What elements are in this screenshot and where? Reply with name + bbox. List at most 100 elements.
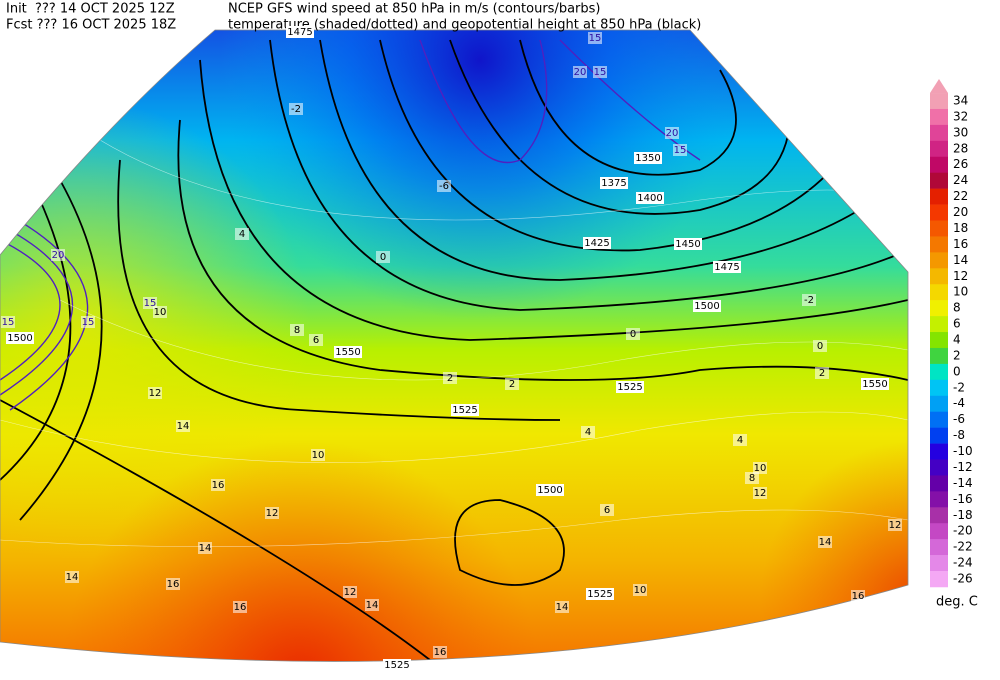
colorbar-box [930, 459, 948, 476]
label-bg [153, 306, 167, 318]
colorbar-label: -6 [953, 412, 965, 426]
colorbar-box [930, 395, 948, 412]
label-bg [815, 367, 829, 379]
label-bg [733, 434, 747, 446]
label-bg [616, 381, 644, 393]
label-bg [673, 144, 687, 156]
wind-label: 20 [666, 128, 679, 139]
label-bg [600, 504, 614, 516]
wind-label: 15 [2, 317, 15, 328]
colorbar-label: 10 [953, 285, 968, 299]
height-label: 1375 [601, 178, 626, 189]
colorbar: 3432302826242220181614121086420-2-4-6-8-… [930, 79, 973, 588]
colorbar-label: 22 [953, 189, 968, 203]
wind-label: 15 [82, 317, 95, 328]
label-bg [713, 261, 741, 273]
temperature-label: 12 [344, 587, 357, 598]
map-border [0, 29, 909, 662]
title-line: temperature (shaded/dotted) and geopoten… [228, 18, 701, 33]
colorbar-box [930, 284, 948, 301]
temperature-label: 6 [604, 505, 610, 516]
label-bg [813, 340, 827, 352]
label-bg [505, 378, 519, 390]
label-bg [311, 449, 325, 461]
colorbar-box [930, 268, 948, 285]
label-bg [289, 103, 303, 115]
label-bg [81, 316, 95, 328]
colorbar-arrow [930, 79, 948, 94]
label-bg [376, 251, 390, 263]
colorbar-label: 4 [953, 333, 961, 347]
height-label: 1425 [584, 238, 609, 249]
colorbar-label: -2 [953, 380, 965, 394]
temperature-label: 2 [819, 368, 825, 379]
height-label: 1525 [587, 589, 612, 600]
colorbar-box [930, 204, 948, 221]
height-label: 1350 [635, 153, 660, 164]
colorbar-label: 24 [953, 173, 968, 187]
temperature-label: 14 [66, 572, 79, 583]
label-bg [365, 599, 379, 611]
colorbar-box [930, 124, 948, 142]
height-label: 1400 [637, 193, 662, 204]
colorbar-label: 14 [953, 253, 968, 267]
temperature-label: 16 [212, 480, 225, 491]
colorbar-box [930, 539, 948, 556]
colorbar-box [930, 316, 948, 333]
colorbar-box [930, 379, 948, 397]
temperature-label: -2 [291, 104, 301, 115]
wind-label: 15 [674, 145, 687, 156]
temperature-label: 10 [634, 585, 647, 596]
label-bg [265, 507, 279, 519]
colorbar-box [930, 172, 948, 189]
height-label: 1500 [7, 333, 32, 344]
wind-label: 15 [144, 298, 157, 309]
colorbar-box [930, 443, 948, 460]
label-bg [309, 334, 323, 346]
temperature-label: 10 [312, 450, 325, 461]
colorbar-label: 18 [953, 221, 968, 235]
title-line: NCEP GFS wind speed at 850 hPa in m/s (c… [228, 2, 601, 17]
colorbar-box [930, 108, 948, 126]
temperature-label: 12 [889, 520, 902, 531]
colorbar-label: -24 [953, 556, 973, 570]
temperature-label: 0 [630, 329, 636, 340]
temperature-label: 2 [447, 373, 453, 384]
temperature-label: 6 [313, 335, 319, 346]
label-bg [65, 571, 79, 583]
label-bg [233, 601, 247, 613]
temperature-label: 4 [239, 229, 245, 240]
colorbar-label: 34 [953, 94, 968, 108]
colorbar-label: -4 [953, 396, 965, 410]
temperature-label: 16 [852, 591, 865, 602]
label-bg [636, 192, 664, 204]
temperature-label: 14 [199, 543, 212, 554]
temperature-label: 2 [509, 379, 515, 390]
colorbar-box [930, 555, 948, 572]
colorbar-unit: deg. C [936, 595, 978, 610]
temperature-label: 14 [177, 421, 190, 432]
colorbar-label: 2 [953, 348, 961, 362]
temperature-label: 14 [819, 537, 832, 548]
label-bg [6, 332, 34, 344]
colorbar-label: 32 [953, 109, 968, 123]
label-bg [581, 426, 595, 438]
label-bg [290, 324, 304, 336]
label-bg [693, 300, 721, 312]
colorbar-label: -16 [953, 492, 973, 506]
colorbar-label: -14 [953, 476, 973, 490]
label-bg [818, 536, 832, 548]
height-label: 1475 [714, 262, 739, 273]
label-bg [861, 378, 889, 390]
colorbar-label: 28 [953, 141, 968, 155]
wind-label: 20 [52, 250, 65, 261]
colorbar-box [930, 220, 948, 237]
label-bg [235, 228, 249, 240]
label-bg [753, 462, 767, 474]
colorbar-label: -12 [953, 460, 973, 474]
colorbar-label: -20 [953, 524, 973, 538]
label-bg [443, 372, 457, 384]
colorbar-box [930, 252, 948, 269]
